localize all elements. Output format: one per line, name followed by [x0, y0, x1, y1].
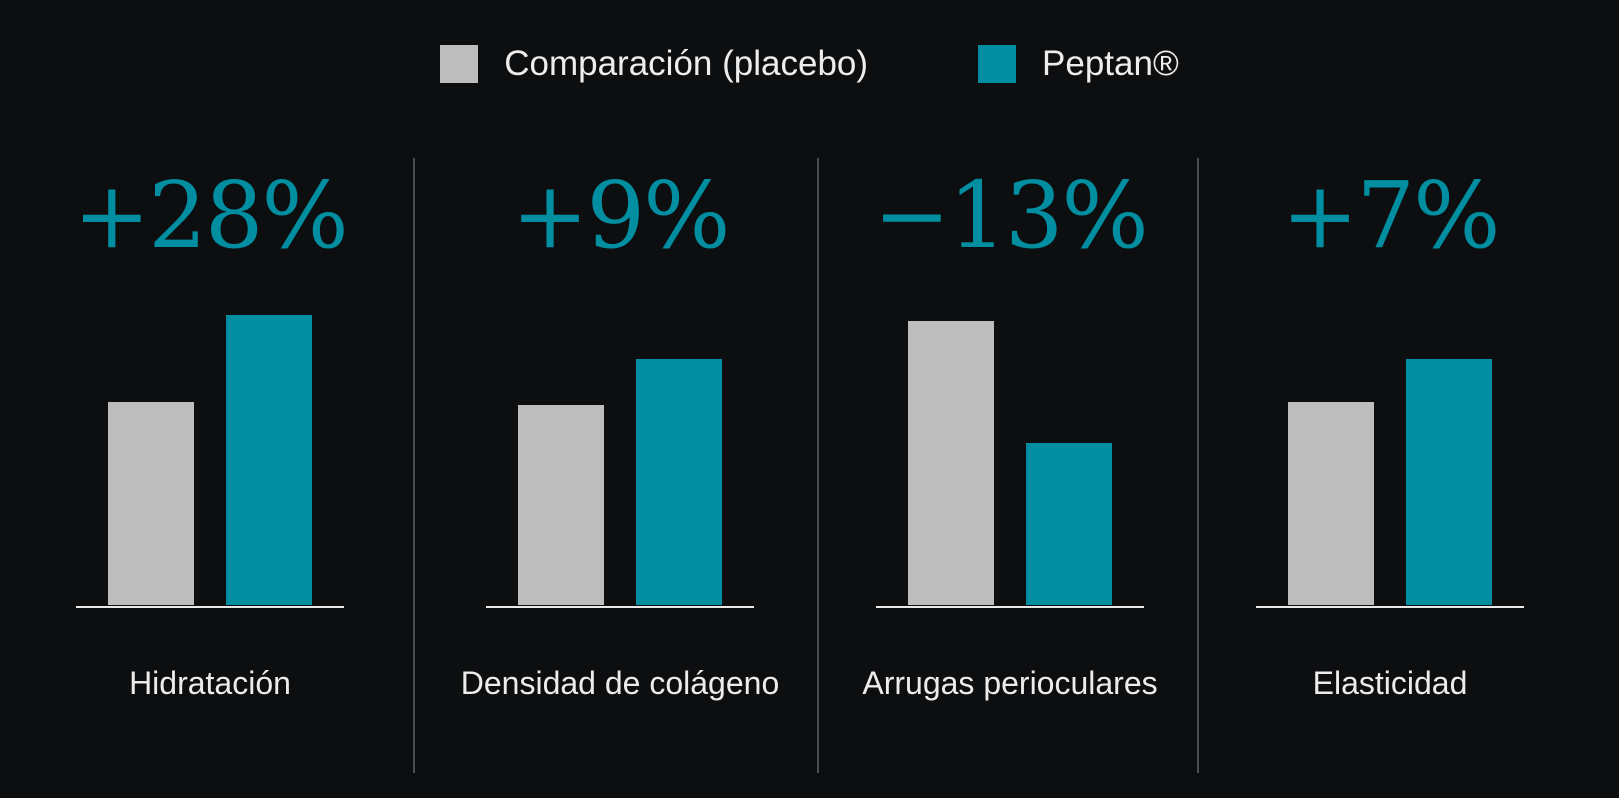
- legend-swatch-peptan: [978, 45, 1017, 83]
- legend-item-placebo: Comparación (placebo): [440, 44, 868, 84]
- panel-arrugas-perioculares: −13% Arrugas perioculares: [820, 150, 1200, 790]
- baseline: [1256, 606, 1524, 608]
- legend-item-peptan: Peptan®: [978, 44, 1179, 84]
- legend-label-placebo: Comparación (placebo): [504, 44, 869, 83]
- category-label: Arrugas perioculares: [862, 665, 1158, 701]
- baseline: [876, 606, 1144, 608]
- change-label: +7%: [1281, 162, 1500, 269]
- category-label: Elasticidad: [1312, 665, 1468, 701]
- change-label: +28%: [73, 162, 349, 269]
- bar-peptan: [226, 315, 312, 605]
- change-label: +9%: [511, 162, 730, 269]
- bar-peptan: [1406, 358, 1492, 605]
- bar-peptan: [636, 358, 722, 605]
- panel-divider: [413, 158, 415, 773]
- change-label: −13%: [873, 162, 1149, 269]
- panel-densidad-de-colageno: +9% Densidad de colágeno: [430, 150, 810, 790]
- panel-divider: [817, 158, 819, 773]
- bar-placebo: [1288, 402, 1374, 605]
- baseline: [76, 606, 344, 608]
- baseline: [486, 606, 754, 608]
- panel-elasticidad: +7% Elasticidad: [1200, 150, 1580, 790]
- category-label: Hidratación: [129, 665, 291, 701]
- legend: Comparación (placebo) Peptan®: [0, 44, 1619, 84]
- panel-hidratacion: +28% Hidratación: [20, 150, 400, 790]
- legend-swatch-placebo: [440, 45, 479, 83]
- bar-placebo: [908, 320, 994, 605]
- category-label: Densidad de colágeno: [460, 665, 780, 701]
- bar-placebo: [518, 404, 604, 605]
- bar-placebo: [108, 402, 194, 605]
- bar-peptan: [1026, 442, 1112, 605]
- panel-divider: [1197, 158, 1199, 773]
- legend-label-peptan: Peptan®: [1042, 44, 1179, 83]
